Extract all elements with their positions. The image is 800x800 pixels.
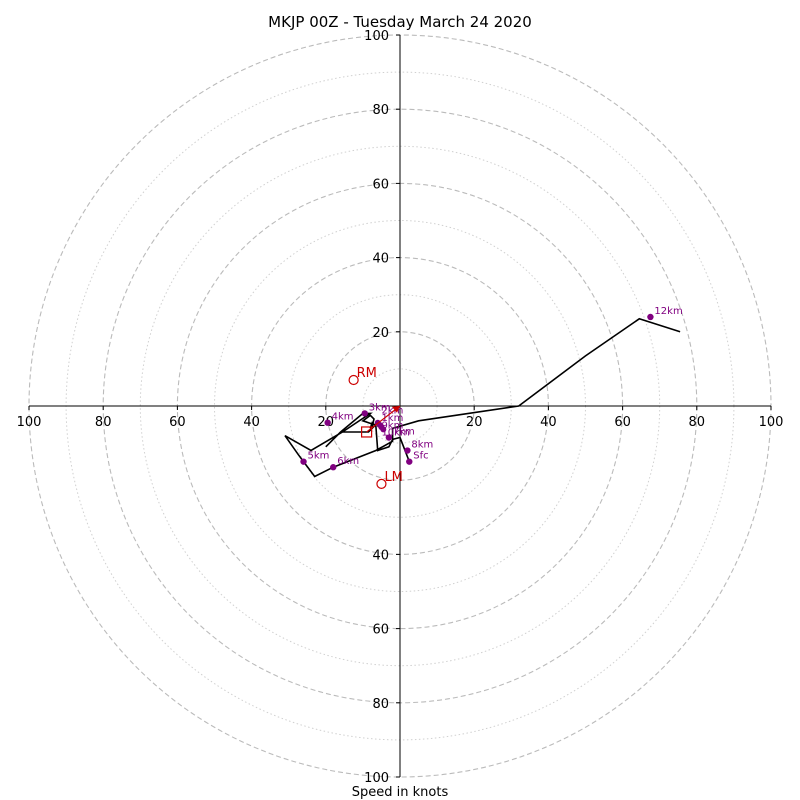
y-tick-label: 40 [372,548,389,563]
height-marker-4km [324,419,331,426]
x-axis-label: Speed in knots [352,785,449,800]
x-tick-label: 80 [95,415,112,430]
height-marker-6km [330,464,337,471]
height-label-4km: 4km [332,412,354,423]
tick-labels: 1008060402020406080100100806040204060801… [17,29,784,786]
height-label-9km: 9km [381,420,403,431]
height-label-7km: 7km [393,427,415,438]
height-marker-12km [647,313,654,321]
mean-wind-marker [361,426,373,438]
chart-title: MKJP 00Z - Tuesday March 24 2020 [268,13,532,31]
height-marker-8km [404,447,411,454]
hodograph-line [284,317,681,478]
y-tick-label: 100 [364,771,389,786]
y-tick-label: 80 [372,697,389,712]
height-label-1km: 1km [381,413,403,424]
storm-motion-lm-marker [376,478,387,490]
height-label-3km: 3km [369,402,391,413]
height-label-2km: 2km [381,405,403,416]
height-label-8km: 8km [411,440,433,451]
mean-wind-arrow [366,405,401,433]
height-marker-3km [361,410,368,417]
x-tick-label: 80 [689,415,706,430]
height-marker-10km [380,426,387,433]
height-label-10km: 10km [381,428,409,439]
storm-motion-rm-marker [348,374,359,386]
y-tick-label: 60 [372,623,389,638]
storm-motion-lm-label: LM [384,470,402,485]
storm-motion-rm-label: RM [357,366,377,381]
x-tick-label: 100 [759,415,784,430]
y-tick-label: 100 [364,29,389,44]
height-marker-Sfc [406,458,413,465]
height-label-5km: 5km [308,451,330,462]
height-label-Sfc: Sfc [413,451,428,462]
x-tick-label: 20 [466,415,483,430]
y-tick-label: 20 [372,326,389,341]
x-tick-label: 40 [540,415,557,430]
x-tick-label: 100 [17,415,42,430]
mean-wind-arrowhead [391,406,400,413]
y-tick-label: 40 [372,252,389,267]
hodograph [284,317,681,478]
height-marker-7km [385,434,393,441]
height-label-12km: 12km [654,306,682,317]
storm-motion: RM LM [348,366,403,490]
y-tick-label: 80 [372,103,389,118]
x-tick-label: 60 [614,415,631,430]
x-tick-label: 60 [169,415,186,430]
height-marker-5km [300,458,307,465]
height-label-6km: 6km [337,456,359,467]
x-tick-label: 40 [243,415,260,430]
y-tick-label: 60 [372,177,389,192]
